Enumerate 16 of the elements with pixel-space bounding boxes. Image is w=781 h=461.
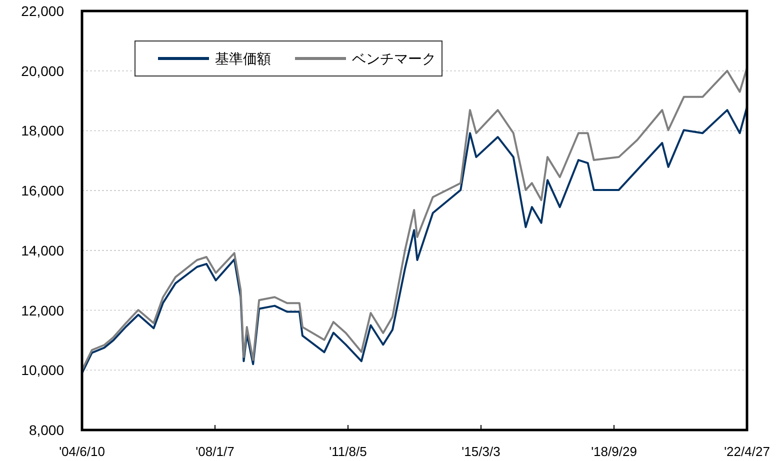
y-tick-label: 20,000 <box>21 62 64 79</box>
y-tick-label: 18,000 <box>21 122 64 139</box>
y-tick-label: 8,000 <box>28 422 64 438</box>
y-tick-label: 14,000 <box>21 242 64 258</box>
y-tick-label: 12,000 <box>21 302 64 318</box>
y-tick-label: 10,000 <box>21 362 64 378</box>
x-tick-label: '08/1/7 <box>196 444 234 459</box>
y-tick-label: 16,000 <box>21 182 64 199</box>
x-tick-label: '15/3/3 <box>462 444 500 459</box>
x-tick-label: '04/6/10 <box>59 444 105 459</box>
legend-label: 基準価額 <box>215 50 271 66</box>
y-tick-label: 22,000 <box>21 3 64 19</box>
legend-label: ベンチマーク <box>352 50 436 66</box>
x-tick-label: '11/8/5 <box>329 444 367 459</box>
x-tick-label: '18/9/29 <box>591 444 637 459</box>
x-tick-label: '22/4/27 <box>724 444 770 459</box>
